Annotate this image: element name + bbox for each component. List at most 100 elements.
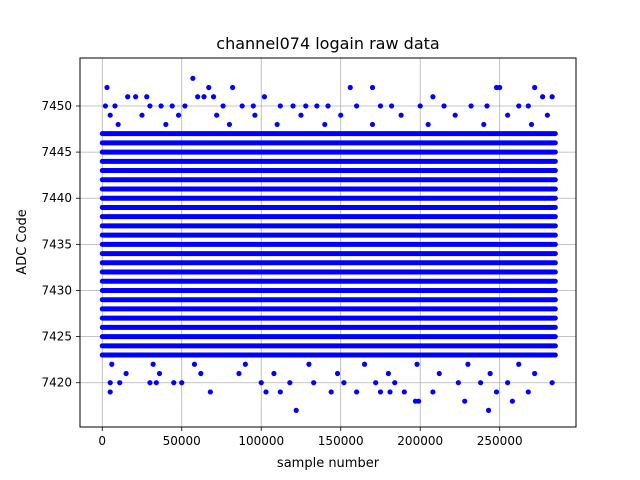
data-point [139,112,145,118]
data-point [287,380,293,386]
data-point [549,380,555,386]
chart-title: channel074 logain raw data [216,34,439,53]
data-point [220,103,226,109]
data-point [385,370,392,377]
x-tick-label: 250000 [477,434,523,448]
data-point [107,389,113,395]
data-point [398,112,404,118]
data-point [277,103,283,109]
y-tick-label: 7445 [41,145,72,159]
data-point [150,361,156,367]
data-point [436,370,442,377]
data-point [369,121,376,128]
data-point [377,389,384,395]
data-point [338,112,344,118]
data-point [261,94,268,100]
plot-frame [79,57,577,428]
data-point [354,389,360,395]
data-point [236,370,242,377]
data-point [206,84,212,91]
data-point [239,103,245,109]
data-point [505,380,511,386]
data-point [191,361,198,367]
data-point [487,370,493,377]
data-point [133,94,139,100]
y-axis-label: ADC Code [15,209,30,274]
data-point [369,84,376,91]
data-point [322,121,328,128]
data-point [306,361,312,367]
data-point [147,103,153,109]
data-point [169,103,175,109]
data-point [175,112,182,118]
y-tick-label: 7450 [41,99,72,113]
data-point [544,112,550,118]
data-point [417,103,423,109]
x-axis-ticks: 0 50000 100000 150000 200000 250000 [98,427,523,448]
data-point [525,103,531,109]
x-tick-label: 50000 [163,434,201,448]
data-point [414,361,420,367]
data-point [252,112,258,118]
data-point [274,121,280,128]
data-point [293,407,299,413]
y-tick-label: 7435 [41,237,72,251]
y-tick-label: 7430 [41,283,72,297]
x-tick-label: 0 [98,434,106,448]
data-point [485,407,492,413]
data-point [242,361,248,367]
data-point [263,389,269,395]
data-point [290,103,296,109]
data-point [328,389,334,395]
data-point [230,84,236,91]
data-point [214,112,220,118]
y-tick-label: 7420 [41,376,72,390]
data-point [179,380,185,386]
data-point [549,94,555,100]
y-tick-label: 7440 [41,191,72,205]
data-point [190,75,196,81]
data-point [532,370,538,377]
data-point [250,103,256,109]
data-point [478,380,484,386]
x-tick-label: 200000 [397,434,443,448]
data-point [401,389,407,395]
data-point [373,380,379,386]
data-point [314,103,320,109]
points-layer [99,75,558,413]
data-point [115,121,121,128]
data-point [377,103,384,109]
data-point [416,398,422,404]
data-point [516,361,522,367]
data-point [210,94,217,100]
data-point [430,389,436,395]
data-point [163,121,169,128]
data-point [497,84,503,91]
data-point [334,370,341,377]
data-point [207,389,213,395]
data-point [156,370,163,377]
data-point [153,380,159,386]
data-point [104,84,110,91]
data-point [158,103,164,109]
data-point [201,94,207,100]
data-point [303,103,309,109]
x-tick-label: 100000 [238,434,284,448]
x-axis-label: sample number [277,456,380,471]
data-point [102,103,109,109]
data-point [195,94,201,100]
data-point [144,94,150,100]
data-point [271,370,277,377]
data-point [171,380,177,386]
x-tick-label: 150000 [318,434,364,448]
data-point [347,84,353,91]
data-point [392,380,398,386]
data-point [528,121,535,128]
data-point [532,84,538,91]
data-point [147,380,153,386]
data-point [198,370,204,377]
data-point [341,380,347,386]
data-point [182,103,188,109]
